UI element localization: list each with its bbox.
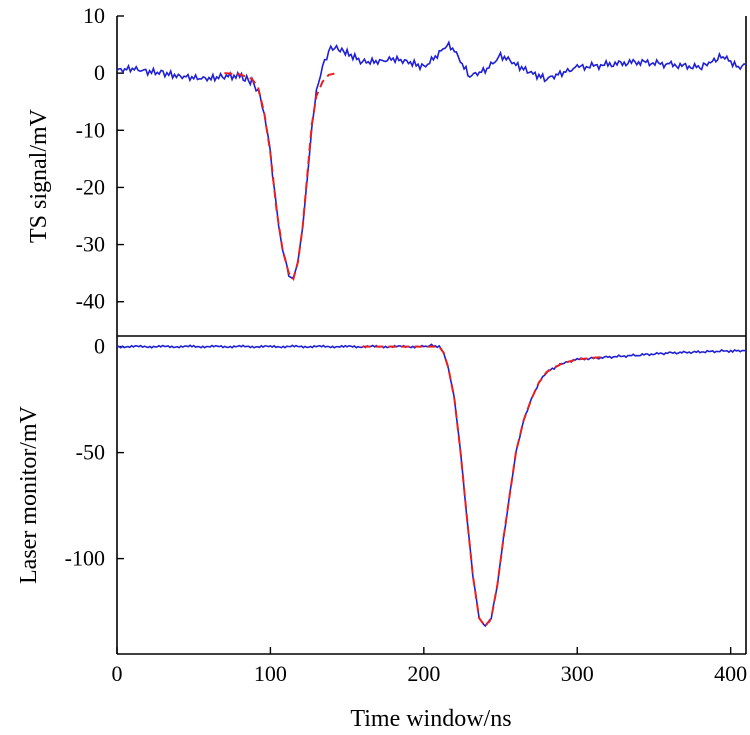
bottom-y-axis-title: Laser monitor/mV	[16, 405, 42, 584]
y-tick-label: 10	[83, 3, 105, 28]
bottom-panel-y-ticks: 0 -50 -100	[65, 334, 124, 571]
series-measured-line	[116, 40, 747, 280]
series-measured-line	[116, 343, 747, 628]
y-tick-label: -40	[76, 289, 105, 314]
x-ticks: 0 100 200 300 400	[112, 647, 747, 686]
y-tick-label: -10	[76, 117, 105, 142]
y-tick-label: -50	[76, 440, 105, 465]
y-tick-label: 0	[94, 334, 105, 359]
top-panel-y-ticks: 10 0 -10 -20 -30 -40	[76, 3, 124, 314]
bottom-panel-series	[116, 343, 747, 629]
y-tick-label: 0	[94, 60, 105, 85]
x-tick-label: 0	[112, 661, 123, 686]
x-axis-title: Time window/ns	[350, 706, 511, 732]
y-tick-label: -100	[65, 546, 105, 571]
top-panel-series	[116, 40, 747, 282]
x-tick-label: 200	[407, 661, 440, 686]
y-tick-label: -30	[76, 232, 105, 257]
x-tick-label: 300	[561, 661, 594, 686]
x-tick-label: 400	[714, 661, 747, 686]
series-fit-line	[224, 72, 337, 282]
series-fit-line	[362, 345, 601, 629]
x-tick-label: 100	[254, 661, 287, 686]
y-tick-label: -20	[76, 174, 105, 199]
top-y-axis-title: TS signal/mV	[26, 108, 52, 243]
